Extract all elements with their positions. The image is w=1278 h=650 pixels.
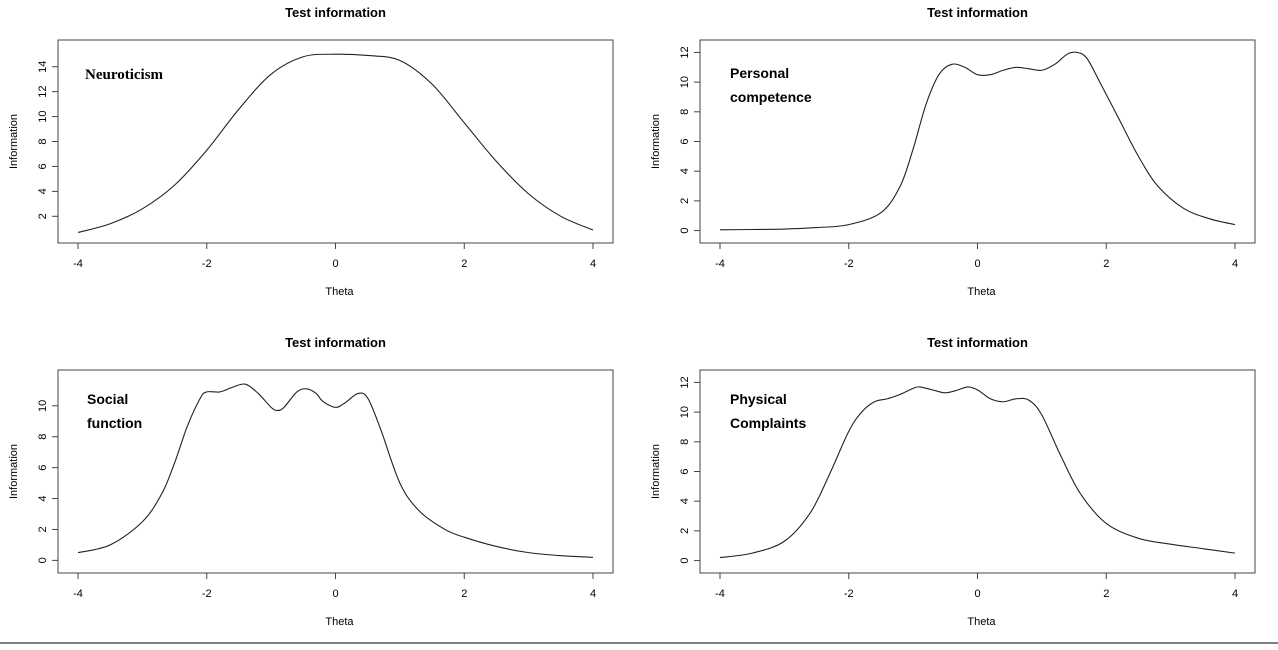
y-tick-label: 2 [37, 526, 49, 532]
y-tick-label: 14 [37, 61, 49, 73]
x-tick-label: -2 [202, 588, 212, 600]
y-tick-label: 8 [37, 434, 49, 440]
x-axis-label: Theta [967, 286, 996, 298]
x-tick-label: -4 [715, 258, 725, 270]
y-tick-label: 4 [37, 495, 49, 501]
x-axis-label: Theta [325, 616, 354, 628]
chart-title: Test information [927, 335, 1028, 350]
scale-annotation: competence [730, 89, 812, 105]
x-tick-label: 0 [332, 258, 338, 270]
chart-panel-2: Test information -4 -2 0 2 4 0 2 4 6 8 10 12 Theta Inf… [650, 5, 1256, 298]
plot-frame [57, 369, 614, 574]
x-tick-label: 0 [332, 588, 338, 600]
y-tick-label: 2 [37, 213, 49, 219]
y-tick-label: 4 [679, 168, 691, 174]
chart-title: Test information [285, 335, 386, 350]
y-tick-label: 2 [679, 528, 691, 534]
chart-title: Test information [927, 5, 1028, 20]
x-tick-label: 0 [974, 588, 980, 600]
x-tick-label: 2 [461, 588, 467, 600]
y-tick-label: 0 [679, 557, 691, 563]
y-axis-label: Information [8, 114, 20, 169]
scale-annotation: Social [87, 391, 128, 407]
information-curve [719, 386, 1236, 559]
y-tick-label: 10 [679, 406, 691, 418]
y-tick-label: 2 [679, 198, 691, 204]
information-curve [719, 51, 1236, 231]
x-axis-label: Theta [325, 286, 354, 298]
y-axis-label: Information [650, 444, 662, 499]
y-tick-label: 6 [37, 465, 49, 471]
chart-panel-4: Test information -4 -2 0 2 4 0 2 4 6 8 10 12 Theta Inf… [650, 335, 1256, 628]
scale-annotation: Neuroticism [85, 67, 164, 83]
y-tick-label: 6 [679, 468, 691, 474]
x-tick-label: 4 [1232, 258, 1238, 270]
y-tick-label: 10 [679, 76, 691, 88]
x-tick-label: 4 [1232, 588, 1238, 600]
information-curve [77, 53, 594, 234]
y-tick-label: 0 [679, 227, 691, 233]
x-tick-label: -2 [844, 258, 854, 270]
chart-panel-3: Test information -4 -2 0 2 4 0 2 4 6 8 10 Theta Infor… [8, 335, 614, 628]
y-tick-label: 0 [37, 557, 49, 563]
x-tick-label: 2 [1103, 258, 1109, 270]
x-tick-label: -4 [715, 588, 725, 600]
y-tick-label: 8 [679, 439, 691, 445]
x-tick-label: -4 [73, 588, 83, 600]
y-tick-label: 8 [679, 109, 691, 115]
scale-annotation: Personal [730, 65, 789, 81]
scale-annotation: function [87, 415, 142, 431]
scale-annotation: Complaints [730, 415, 806, 431]
y-tick-label: 10 [37, 400, 49, 412]
x-tick-label: -4 [73, 258, 83, 270]
y-tick-label: 12 [37, 86, 49, 98]
x-axis-label: Theta [967, 616, 996, 628]
y-tick-label: 12 [679, 46, 691, 58]
x-tick-label: 0 [974, 258, 980, 270]
x-tick-label: -2 [202, 258, 212, 270]
x-tick-label: -2 [844, 588, 854, 600]
x-tick-label: 2 [1103, 588, 1109, 600]
y-axis-label: Information [8, 444, 20, 499]
x-tick-label: 2 [461, 258, 467, 270]
y-tick-label: 4 [37, 188, 49, 194]
chart-title: Test information [285, 5, 386, 20]
y-axis-label: Information [650, 114, 662, 169]
y-tick-label: 6 [679, 138, 691, 144]
y-tick-label: 6 [37, 163, 49, 169]
information-curve [77, 383, 594, 558]
x-tick-label: 4 [590, 258, 596, 270]
x-tick-label: 4 [590, 588, 596, 600]
chart-panel-1: Test information -4 -2 0 2 4 2 4 6 8 10 12 14 Theta In… [8, 5, 614, 298]
y-tick-label: 8 [37, 138, 49, 144]
y-tick-label: 10 [37, 110, 49, 122]
scale-annotation: Physical [730, 391, 787, 407]
y-tick-label: 4 [679, 498, 691, 504]
y-tick-label: 12 [679, 376, 691, 388]
